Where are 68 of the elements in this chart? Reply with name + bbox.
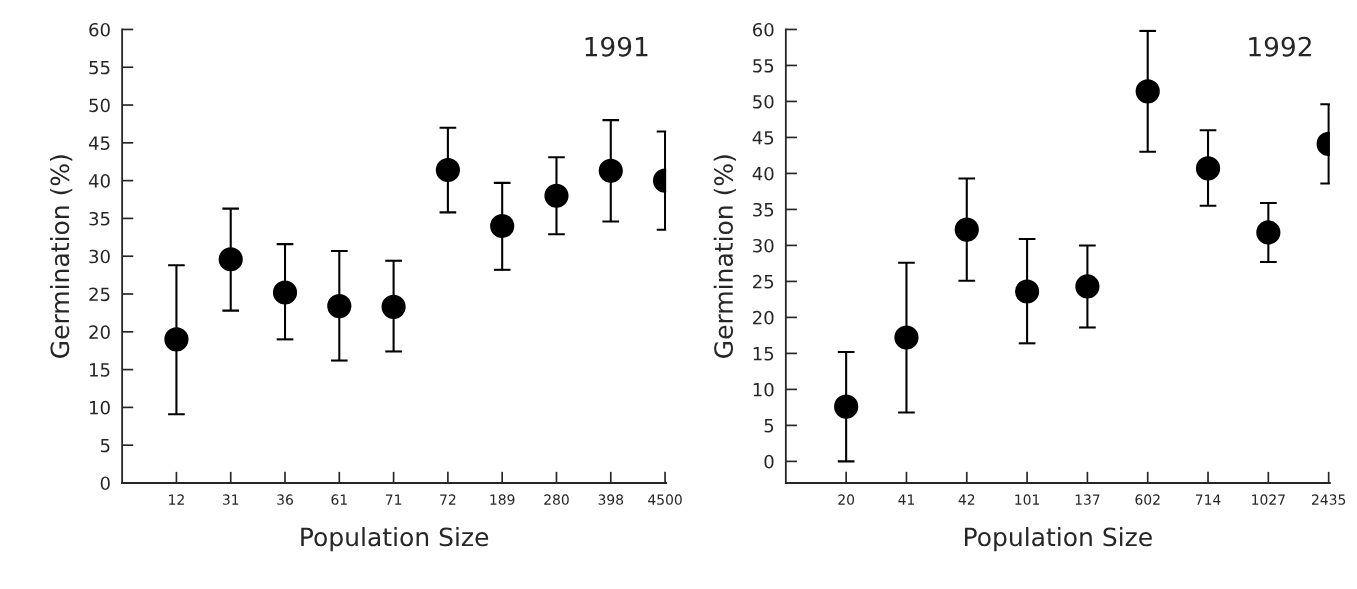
y-tick-label: 55	[753, 59, 774, 73]
y-tick-label: 10	[90, 400, 110, 415]
chart-title: 1992	[1249, 36, 1311, 57]
y-tick-label: 20	[89, 325, 110, 339]
x-tick-label: 101	[1015, 494, 1040, 505]
x-tick-label: 2435	[1312, 494, 1346, 505]
y-tick-label: 35	[89, 211, 110, 226]
y-axis-title: Germination (%)	[713, 155, 736, 358]
point	[894, 325, 919, 350]
x-axis-title: Population Size	[301, 526, 489, 552]
point	[490, 213, 515, 239]
x-tick-label: 61	[331, 494, 347, 505]
y-tick-label: 40	[752, 166, 774, 181]
point	[598, 158, 623, 183]
y-tick-label: 15	[90, 363, 110, 377]
y-tick-label: 5	[764, 419, 774, 433]
point	[272, 280, 298, 305]
x-tick-label: 714	[1195, 494, 1221, 505]
point	[834, 394, 859, 419]
point	[327, 294, 352, 319]
y-tick-label: 30	[753, 238, 774, 253]
point	[1195, 156, 1221, 181]
y-tick-label: 50	[753, 94, 774, 109]
point	[381, 294, 406, 319]
y-tick-label: 55	[89, 60, 110, 75]
x-axis-title: Population Size	[965, 526, 1152, 552]
x-tick-label: 398	[598, 494, 624, 505]
point	[435, 157, 460, 183]
x-tick-label: 137	[1075, 494, 1100, 505]
point	[544, 183, 569, 208]
point	[1135, 79, 1160, 104]
point	[1256, 220, 1281, 245]
x-tick-label: 189	[490, 494, 515, 505]
y-tick-label: 0	[100, 476, 110, 491]
y-tick-label: 25	[89, 287, 110, 302]
x-tick-label: 42	[958, 494, 975, 505]
y-tick-label: 0	[764, 454, 774, 469]
y-tick-label: 45	[752, 131, 774, 145]
y-tick-label: 60	[89, 22, 110, 37]
chart-title: 1991	[585, 36, 648, 57]
x-tick-label: 20	[838, 494, 855, 505]
x-tick-label: 602	[1135, 494, 1160, 505]
x-tick-label: 12	[169, 494, 184, 505]
y-tick-label: 30	[89, 249, 110, 264]
x-tick-label: 71	[385, 494, 402, 505]
point	[954, 217, 979, 242]
y-tick-label: 10	[753, 382, 774, 397]
y-tick-label: 50	[89, 98, 110, 113]
y-tick-label: 45	[88, 136, 110, 150]
x-tick-label: 280	[544, 494, 569, 505]
y-tick-label: 25	[753, 274, 774, 289]
point	[218, 247, 243, 272]
y-tick-label: 60	[753, 22, 774, 37]
y-axis-title: Germination (%)	[49, 155, 73, 358]
y-tick-label: 20	[753, 310, 774, 325]
x-tick-label: 72	[440, 494, 456, 505]
point	[164, 327, 189, 352]
point	[1075, 274, 1100, 299]
y-tick-label: 15	[753, 347, 774, 361]
x-tick-label: 4500	[648, 494, 682, 505]
point	[1014, 279, 1040, 304]
x-tick-label: 36	[277, 494, 293, 505]
y-tick-label: 40	[88, 174, 110, 188]
y-tick-label: 5	[100, 438, 110, 453]
x-tick-label: 41	[898, 494, 915, 505]
y-tick-label: 35	[753, 202, 774, 217]
x-tick-label: 31	[222, 494, 239, 505]
x-tick-label: 1027	[1252, 494, 1285, 505]
